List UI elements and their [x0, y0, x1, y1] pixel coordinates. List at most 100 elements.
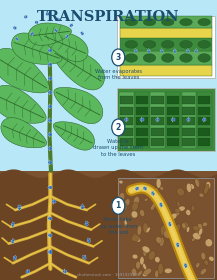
Bar	[151, 107, 164, 115]
Ellipse shape	[183, 263, 188, 268]
Polygon shape	[48, 232, 50, 238]
FancyBboxPatch shape	[117, 88, 215, 151]
Ellipse shape	[179, 256, 185, 262]
Polygon shape	[83, 256, 86, 260]
Polygon shape	[168, 223, 172, 227]
Bar	[120, 28, 212, 38]
Text: Water is
drawn up the stem
to the leaves: Water is drawn up the stem to the leaves	[93, 139, 143, 157]
Text: TRANSPIRATION: TRANSPIRATION	[37, 10, 180, 24]
Polygon shape	[53, 200, 56, 203]
Ellipse shape	[177, 188, 184, 196]
Ellipse shape	[143, 223, 148, 233]
Ellipse shape	[202, 222, 207, 227]
Ellipse shape	[199, 193, 204, 197]
Bar	[198, 117, 210, 125]
Bar	[136, 128, 148, 136]
Polygon shape	[48, 76, 50, 81]
Polygon shape	[187, 50, 189, 53]
Bar	[136, 117, 148, 125]
Polygon shape	[186, 48, 189, 51]
Polygon shape	[173, 48, 176, 51]
Polygon shape	[173, 118, 175, 121]
Bar	[182, 128, 195, 136]
Polygon shape	[176, 242, 180, 246]
Polygon shape	[13, 25, 15, 31]
Ellipse shape	[180, 41, 192, 48]
Polygon shape	[49, 77, 52, 80]
Ellipse shape	[164, 230, 171, 239]
Polygon shape	[49, 49, 52, 52]
Polygon shape	[48, 185, 50, 190]
Ellipse shape	[205, 239, 212, 247]
Ellipse shape	[132, 268, 136, 276]
Ellipse shape	[164, 228, 172, 236]
Ellipse shape	[119, 180, 123, 184]
Bar	[120, 38, 212, 51]
Polygon shape	[36, 21, 38, 24]
Ellipse shape	[125, 199, 130, 206]
Polygon shape	[171, 117, 173, 122]
Bar	[120, 16, 212, 28]
Ellipse shape	[196, 263, 200, 268]
Bar	[198, 138, 210, 146]
Polygon shape	[54, 87, 103, 124]
Ellipse shape	[143, 268, 151, 275]
Ellipse shape	[140, 209, 145, 216]
Polygon shape	[66, 34, 69, 38]
Ellipse shape	[136, 261, 140, 269]
Polygon shape	[159, 202, 163, 206]
Polygon shape	[13, 256, 16, 260]
Ellipse shape	[174, 208, 180, 213]
Polygon shape	[144, 187, 147, 190]
Polygon shape	[47, 12, 49, 15]
Polygon shape	[81, 206, 84, 209]
Bar	[182, 107, 195, 115]
Polygon shape	[160, 203, 163, 208]
Polygon shape	[0, 48, 49, 93]
Polygon shape	[157, 118, 159, 121]
Ellipse shape	[125, 53, 138, 62]
Polygon shape	[49, 186, 52, 189]
Ellipse shape	[118, 193, 125, 203]
Ellipse shape	[151, 188, 158, 194]
Polygon shape	[18, 205, 21, 208]
Text: Water evaporates
from the leaves: Water evaporates from the leaves	[95, 69, 142, 80]
Polygon shape	[135, 186, 137, 191]
Bar	[120, 128, 133, 136]
Polygon shape	[83, 255, 86, 259]
Ellipse shape	[209, 256, 214, 261]
Bar	[182, 138, 195, 146]
Bar	[167, 96, 179, 104]
Bar	[0, 0, 217, 174]
Polygon shape	[35, 20, 37, 25]
Ellipse shape	[186, 183, 192, 192]
Polygon shape	[87, 239, 91, 243]
Polygon shape	[12, 222, 15, 226]
Ellipse shape	[178, 206, 185, 211]
Polygon shape	[11, 240, 15, 244]
Polygon shape	[16, 38, 19, 41]
Ellipse shape	[138, 270, 142, 276]
Ellipse shape	[124, 220, 127, 226]
Ellipse shape	[190, 184, 194, 189]
Polygon shape	[143, 186, 145, 191]
Ellipse shape	[201, 252, 206, 260]
Polygon shape	[81, 32, 84, 36]
Ellipse shape	[143, 18, 156, 26]
Bar	[0, 171, 217, 280]
Polygon shape	[1, 118, 47, 148]
Ellipse shape	[137, 225, 141, 235]
Text: 1: 1	[116, 201, 121, 210]
Polygon shape	[151, 191, 154, 195]
Bar	[119, 92, 134, 148]
Polygon shape	[49, 250, 52, 254]
Ellipse shape	[132, 254, 138, 259]
Polygon shape	[54, 28, 57, 32]
Text: 3: 3	[116, 53, 121, 62]
Polygon shape	[160, 48, 163, 51]
FancyBboxPatch shape	[117, 16, 215, 78]
Polygon shape	[53, 122, 94, 150]
Polygon shape	[15, 37, 18, 41]
Ellipse shape	[133, 196, 140, 206]
Ellipse shape	[155, 257, 160, 263]
